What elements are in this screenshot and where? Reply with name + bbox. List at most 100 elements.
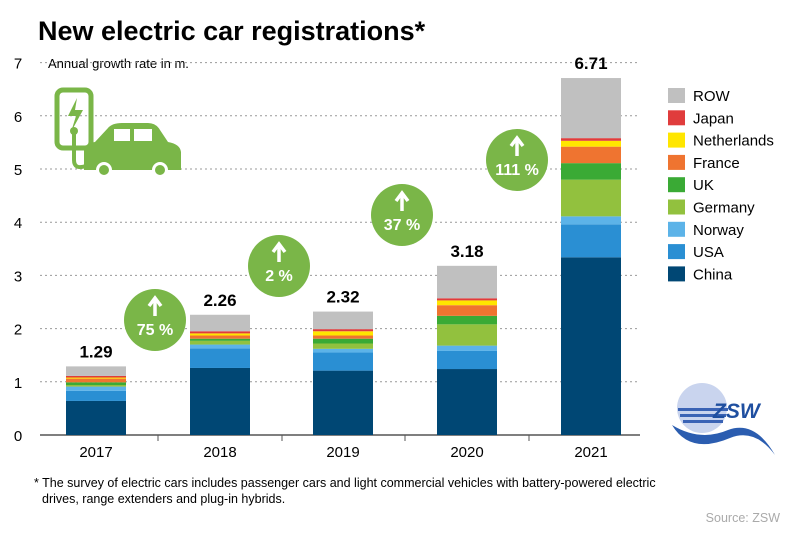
legend-swatch <box>668 110 685 126</box>
bar-segment-china-2018 <box>190 367 250 435</box>
bar-segment-uk-2017 <box>66 382 126 385</box>
logo-text: ZSW <box>712 400 762 423</box>
legend-label: USA <box>693 244 724 261</box>
legend-item-uk: UK <box>668 177 714 194</box>
legend-item-japan: Japan <box>668 110 734 127</box>
bar-segment-france-2020 <box>437 305 497 316</box>
bar-segment-france-2018 <box>190 335 250 339</box>
bar-segment-netherlands-2017 <box>66 377 126 379</box>
bar-segment-netherlands-2020 <box>437 300 497 306</box>
growth-bubble: 75 % <box>124 289 186 351</box>
legend-label: Norway <box>693 222 744 239</box>
y-tick-label: 6 <box>14 109 22 126</box>
legend-swatch <box>668 88 685 103</box>
legend-label: Japan <box>693 110 734 127</box>
legend-label: ROW <box>693 88 731 105</box>
footnote-line-2: drives, range extenders and plug-in hybr… <box>42 492 285 506</box>
car-icon <box>84 123 181 178</box>
total-label: 1.29 <box>79 342 112 361</box>
total-label: 3.18 <box>450 242 483 261</box>
bar-segment-netherlands-2018 <box>190 333 250 336</box>
chart-title: New electric car registrations* <box>38 16 426 46</box>
bar-segment-usa-2019 <box>313 352 373 371</box>
bar-segment-usa-2020 <box>437 350 497 370</box>
legend-label: UK <box>693 177 714 194</box>
y-tick-label: 5 <box>14 162 22 179</box>
y-tick-label: 1 <box>14 375 22 392</box>
footnote-line-1: * The survey of electric cars includes p… <box>34 476 656 490</box>
legend-item-norway: Norway <box>668 221 744 239</box>
legend-swatch <box>668 221 685 237</box>
growth-label: 37 % <box>384 217 420 234</box>
total-label: 6.71 <box>574 54 607 73</box>
bar-segment-france-2021 <box>561 146 621 164</box>
bar-segment-france-2019 <box>313 335 373 339</box>
legend-label: China <box>693 266 733 283</box>
bar-segment-row-2018 <box>190 314 250 332</box>
growth-bubble: 111 % <box>486 129 548 191</box>
y-tick-label: 2 <box>14 322 22 339</box>
bar-segment-usa-2018 <box>190 348 250 368</box>
total-label: 2.32 <box>326 288 359 307</box>
legend-item-china: China <box>668 266 733 283</box>
legend-label: Germany <box>693 200 755 217</box>
bar-segment-row-2019 <box>313 311 373 330</box>
bar-segment-japan-2017 <box>66 375 126 378</box>
bar-segment-usa-2017 <box>66 390 126 401</box>
legend-swatch <box>668 177 685 193</box>
legend-item-row: ROW <box>668 88 731 105</box>
bar-segment-row-2021 <box>561 78 621 139</box>
bar-segment-usa-2021 <box>561 224 621 258</box>
legend-item-germany: Germany <box>668 199 755 217</box>
y-axis-label: Annual growth rate in m. <box>48 56 189 71</box>
bar-segment-china-2017 <box>66 400 126 435</box>
bar-segment-germany-2020 <box>437 324 497 346</box>
bar-segment-japan-2020 <box>437 298 497 301</box>
legend-label: France <box>693 155 740 172</box>
source-note: Source: ZSW <box>706 511 781 525</box>
bar-segment-netherlands-2019 <box>313 331 373 336</box>
bar-segment-germany-2019 <box>313 343 373 349</box>
legend-item-netherlands: Netherlands <box>668 132 774 150</box>
bar-segment-norway-2017 <box>66 386 126 391</box>
legend-swatch <box>668 266 685 282</box>
arrow-up-icon <box>394 190 410 211</box>
bar-segment-uk-2018 <box>190 338 250 341</box>
arrow-up-icon <box>271 241 287 262</box>
x-tick-label: 2018 <box>203 444 236 461</box>
x-tick-label: 2020 <box>450 444 483 461</box>
bar-segment-uk-2019 <box>313 338 373 344</box>
ev-charger-icon <box>54 87 94 170</box>
total-label: 2.26 <box>203 291 236 310</box>
bar-segment-row-2020 <box>437 265 497 299</box>
legend-swatch <box>668 132 685 148</box>
legend-label: Netherlands <box>693 133 774 150</box>
bar-segment-france-2017 <box>66 378 126 383</box>
bar-segment-uk-2020 <box>437 315 497 325</box>
bar-segment-china-2020 <box>437 369 497 435</box>
arrow-up-icon <box>147 295 163 316</box>
zsw-logo: ZSW <box>672 383 775 455</box>
bar-segment-norway-2019 <box>313 348 373 353</box>
bar-segment-netherlands-2021 <box>561 140 621 147</box>
growth-label: 75 % <box>137 322 173 339</box>
y-tick-label: 4 <box>14 215 22 232</box>
bar-segment-norway-2018 <box>190 344 250 349</box>
bar-segment-germany-2021 <box>561 179 621 217</box>
bar-segment-china-2021 <box>561 257 621 435</box>
bar-segment-uk-2021 <box>561 163 621 180</box>
legend-swatch <box>668 199 685 215</box>
bar-segment-japan-2019 <box>313 329 373 332</box>
bar-segment-germany-2017 <box>66 384 126 387</box>
legend-swatch <box>668 154 685 170</box>
bar-segment-germany-2018 <box>190 340 250 345</box>
y-tick-label: 0 <box>14 428 22 445</box>
legend-swatch <box>668 244 685 260</box>
bar-segment-norway-2021 <box>561 216 621 225</box>
x-tick-label: 2019 <box>326 444 359 461</box>
bar-segment-norway-2020 <box>437 345 497 351</box>
x-tick-label: 2021 <box>574 444 607 461</box>
bar-segment-china-2019 <box>313 370 373 435</box>
growth-bubble: 37 % <box>371 184 433 246</box>
